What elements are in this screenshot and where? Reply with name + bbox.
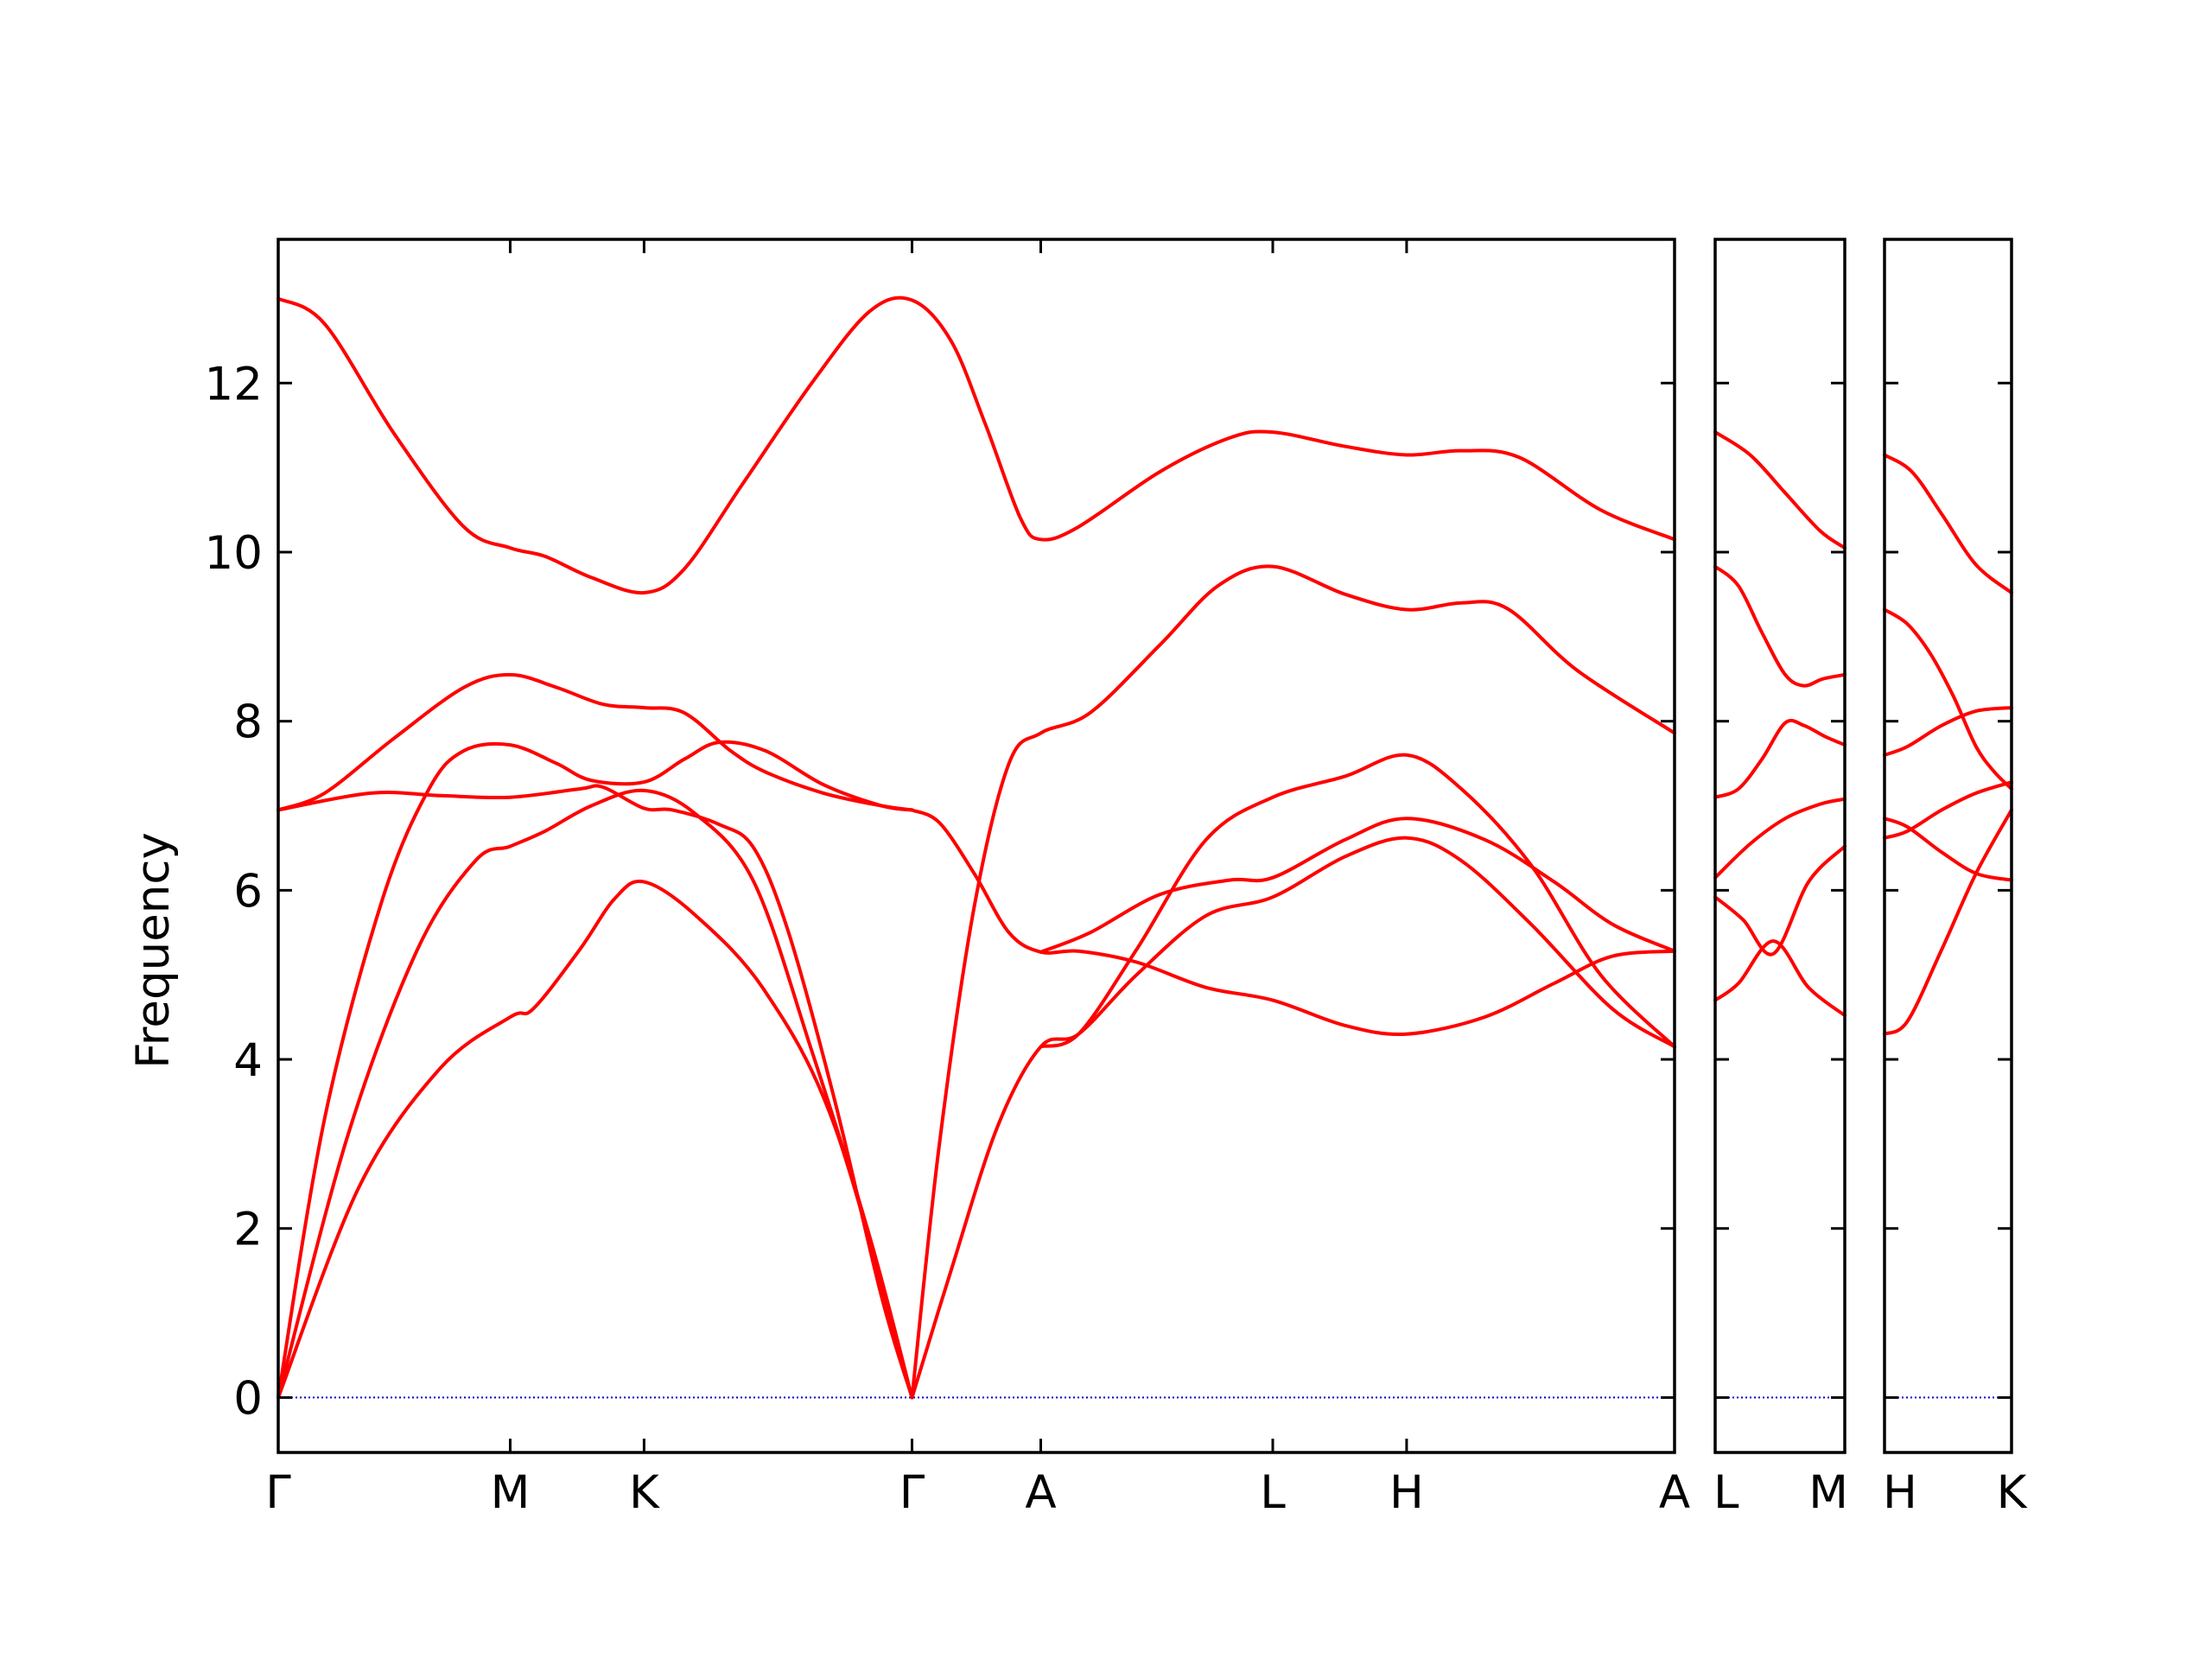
- k-point-label: L: [1713, 1466, 1739, 1519]
- k-point-label: M: [1808, 1466, 1848, 1519]
- band-line-10: [1039, 753, 1676, 1049]
- k-point-label: M: [491, 1466, 531, 1519]
- y-tick-label: 12: [205, 358, 263, 410]
- y-tick-label: 6: [233, 865, 263, 918]
- y-tick-label: 2: [233, 1204, 263, 1256]
- band-line-1: [1713, 939, 1847, 1018]
- k-point-label: K: [629, 1466, 660, 1519]
- k-point-label: K: [1997, 1466, 2028, 1519]
- k-point-label: Γ: [265, 1466, 291, 1519]
- k-point-label: H: [1389, 1466, 1424, 1519]
- panel-1: 0 2 4 6 8 10 12 Γ M K Γ A L H A: [205, 238, 1690, 1519]
- panel-frame: [1883, 238, 2013, 1454]
- y-tick-label: 8: [233, 696, 263, 749]
- band-line-7: [910, 808, 1676, 1036]
- k-point-label: A: [1025, 1466, 1056, 1519]
- y-tick-label: 4: [233, 1034, 263, 1087]
- band-line-1: [276, 879, 914, 1400]
- band-line-5: [276, 672, 914, 812]
- band-line-4: [1883, 706, 2013, 757]
- k-point-label: Γ: [899, 1466, 925, 1519]
- band-line-1: [1883, 808, 2013, 1036]
- band-line-2: [276, 788, 914, 1400]
- band-line-4: [1713, 718, 1847, 799]
- y-tick-label: 0: [233, 1372, 263, 1425]
- panel-frame: [1713, 238, 1847, 1454]
- band-line-6: [1713, 430, 1847, 550]
- band-line-8: [910, 836, 1676, 1400]
- band-line-9: [910, 564, 1676, 1400]
- band-line-2: [1883, 780, 2013, 840]
- band-line-2: [1713, 844, 1847, 957]
- y-axis-label: Frequency: [127, 832, 180, 1069]
- panel-frame: [276, 238, 1676, 1454]
- band-line-5: [1713, 564, 1847, 688]
- k-point-label: A: [1659, 1466, 1690, 1519]
- band-line-11: [1039, 817, 1676, 954]
- k-point-label: L: [1260, 1466, 1286, 1519]
- band-line-3: [1883, 817, 2013, 882]
- k-point-label: H: [1883, 1466, 1917, 1519]
- band-line-5: [1883, 607, 2013, 791]
- band-line-3: [276, 740, 914, 1400]
- band-line-3: [1713, 797, 1847, 880]
- band-line-4: [276, 784, 914, 1400]
- y-tick-label: 10: [205, 527, 263, 580]
- band-line-6: [1883, 453, 2013, 594]
- band-line-6: [276, 296, 1676, 595]
